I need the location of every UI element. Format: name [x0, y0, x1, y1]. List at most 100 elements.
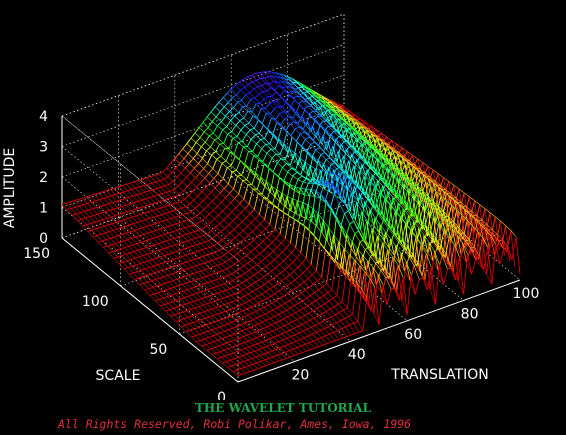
mesh-segment	[219, 188, 225, 194]
mesh-segment	[204, 241, 211, 248]
mesh-segment	[286, 196, 292, 211]
mesh-segment	[241, 330, 248, 336]
mesh-segment	[356, 159, 362, 171]
mesh-segment	[284, 269, 291, 275]
mesh-segment	[266, 113, 272, 119]
mesh-segment	[313, 340, 319, 347]
mesh-segment	[188, 195, 194, 201]
mesh-segment	[200, 290, 205, 293]
y-tick-label: 100	[82, 294, 109, 310]
mesh-segment	[351, 139, 357, 148]
mesh-segment	[225, 193, 230, 199]
mesh-segment	[248, 150, 254, 156]
mesh-segment	[324, 326, 329, 330]
mesh-segment	[215, 192, 221, 198]
mesh-segment	[258, 91, 264, 95]
mesh-segment	[294, 126, 300, 130]
mesh-segment	[269, 80, 275, 85]
mesh-segment	[203, 282, 208, 285]
mesh-segment	[193, 252, 200, 259]
mesh-segment	[208, 237, 213, 242]
mesh-segment	[320, 194, 327, 201]
mesh-segment	[211, 116, 217, 122]
mesh-segment	[203, 127, 209, 133]
mesh-segment	[409, 168, 416, 174]
mesh-segment	[180, 172, 187, 178]
mesh-segment	[166, 167, 173, 173]
mesh-segment	[322, 220, 329, 228]
mesh-segment	[300, 92, 305, 95]
mesh-segment	[203, 205, 209, 210]
mesh-segment	[252, 231, 258, 237]
mesh-segment	[215, 326, 220, 329]
mesh-segment	[307, 151, 313, 158]
mesh-segment	[203, 309, 209, 313]
mesh-segment	[322, 179, 328, 187]
mesh-segment	[228, 183, 234, 190]
mesh-segment	[379, 178, 386, 185]
mesh-segment	[203, 262, 210, 269]
mesh-segment	[190, 232, 196, 239]
mesh-segment	[200, 340, 206, 345]
mesh-segment	[67, 208, 72, 211]
mesh-segment	[469, 214, 475, 233]
mesh-segment	[132, 215, 137, 218]
mesh-segment	[247, 76, 253, 83]
mesh-segment	[209, 316, 215, 323]
mesh-segment	[248, 267, 254, 271]
mesh-segment	[348, 127, 354, 133]
mesh-segment	[128, 246, 135, 252]
mesh-segment	[406, 274, 412, 315]
mesh-segment	[123, 267, 129, 270]
mesh-segment	[251, 74, 257, 81]
mesh-segment	[276, 189, 282, 194]
mesh-segment	[213, 132, 219, 139]
mesh-segment	[433, 217, 439, 250]
mesh-segment	[318, 323, 325, 329]
mesh-segment	[61, 204, 68, 211]
mesh-segment	[256, 223, 261, 229]
mesh-segment	[245, 348, 251, 353]
mesh-segment	[382, 155, 387, 158]
mesh-segment	[289, 184, 295, 191]
mesh-segment	[233, 333, 240, 339]
mesh-segment	[331, 155, 338, 163]
mesh-segment	[331, 138, 337, 156]
mesh-segment	[458, 227, 465, 234]
mesh-segment	[145, 218, 150, 221]
mesh-segment	[381, 152, 387, 158]
mesh-segment	[158, 173, 165, 180]
mesh-segment	[356, 282, 362, 290]
mesh-segment	[339, 203, 345, 214]
mesh-segment	[321, 167, 328, 174]
mesh-segment	[109, 208, 114, 211]
mesh-segment	[244, 365, 250, 368]
mesh-segment	[193, 250, 198, 254]
mesh-segment	[89, 195, 96, 202]
mesh-segment	[127, 189, 132, 192]
axis-line	[61, 237, 239, 383]
mesh-segment	[102, 217, 108, 221]
mesh-segment	[333, 330, 338, 333]
mesh-segment	[296, 111, 303, 117]
mesh-segment	[260, 315, 267, 321]
mesh-segment	[232, 171, 238, 177]
mesh-segment	[248, 363, 254, 367]
mesh-segment	[133, 249, 139, 253]
mesh-segment	[320, 152, 326, 155]
mesh-segment	[279, 260, 284, 266]
mesh-segment	[289, 348, 294, 352]
mesh-segment	[267, 326, 273, 332]
mesh-segment	[176, 228, 182, 231]
mesh-segment	[283, 111, 289, 117]
mesh-segment	[188, 158, 194, 164]
mesh-segment	[209, 178, 215, 184]
mesh-segment	[287, 171, 293, 177]
mesh-segment	[348, 253, 355, 261]
mesh-segment	[354, 259, 360, 266]
mesh-segment	[274, 85, 280, 91]
mesh-segment	[372, 266, 379, 275]
mesh-segment	[255, 134, 261, 140]
mesh-segment	[407, 247, 414, 256]
mesh-segment	[152, 257, 157, 260]
